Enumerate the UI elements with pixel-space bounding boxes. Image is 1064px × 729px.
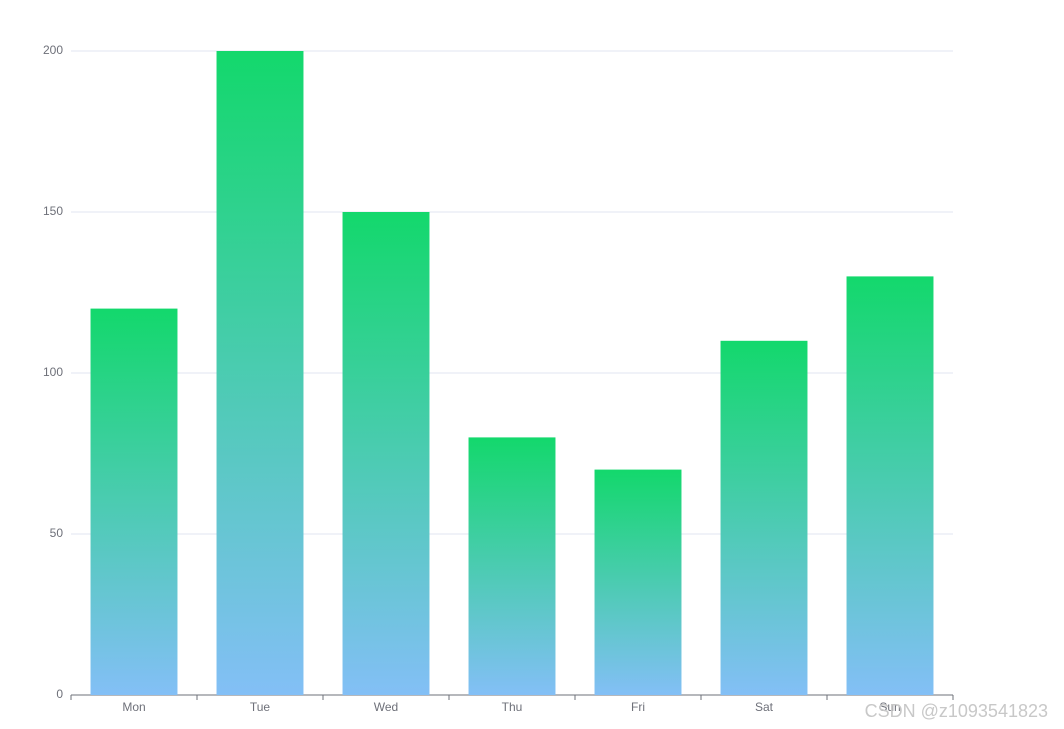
x-tick-label: Wed — [374, 700, 398, 714]
y-tick-label: 100 — [43, 365, 63, 379]
bar — [720, 340, 808, 695]
bar — [846, 276, 934, 695]
x-tick-label: Fri — [631, 700, 645, 714]
x-tick-label: Sat — [755, 700, 774, 714]
y-tick-label: 0 — [56, 687, 63, 701]
y-tick-label: 150 — [43, 204, 63, 218]
bar — [594, 469, 682, 695]
x-tick-label: Sun — [879, 700, 900, 714]
x-tick-label: Mon — [122, 700, 145, 714]
y-tick-label: 200 — [43, 43, 63, 57]
watermark: CSDN @z1093541823 — [865, 701, 1048, 721]
bar — [342, 212, 430, 695]
bar — [90, 308, 178, 695]
x-tick-label: Thu — [502, 700, 523, 714]
bar — [468, 437, 556, 695]
y-tick-label: 50 — [50, 526, 64, 540]
bar — [216, 51, 304, 695]
x-tick-label: Tue — [250, 700, 271, 714]
